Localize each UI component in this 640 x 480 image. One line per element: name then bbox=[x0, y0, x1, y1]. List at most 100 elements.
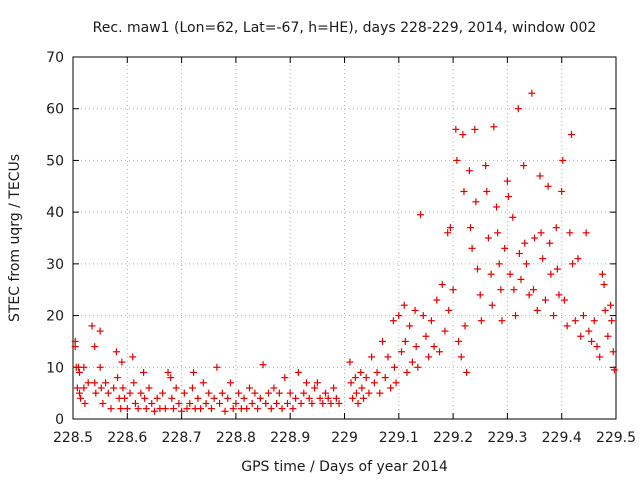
data-point bbox=[169, 405, 177, 413]
data-point bbox=[80, 384, 88, 392]
data-point bbox=[161, 405, 169, 413]
data-point bbox=[167, 374, 175, 382]
data-point bbox=[308, 399, 316, 407]
data-point bbox=[390, 363, 398, 371]
data-point bbox=[188, 384, 196, 392]
data-point bbox=[351, 374, 359, 382]
data-point bbox=[546, 239, 554, 247]
data-point bbox=[137, 389, 145, 397]
data-point bbox=[80, 363, 88, 371]
data-point bbox=[609, 348, 617, 356]
y-tick-label: 60 bbox=[46, 102, 64, 118]
data-point bbox=[205, 389, 213, 397]
data-point bbox=[330, 384, 338, 392]
data-point bbox=[283, 399, 291, 407]
data-point bbox=[235, 389, 243, 397]
data-point bbox=[403, 368, 411, 376]
x-tick-labels: 228.5 228.6 228.7 228.8 228.9 229 229.1 229.2 22… bbox=[53, 430, 636, 446]
data-point bbox=[471, 125, 479, 133]
data-point bbox=[493, 203, 501, 211]
data-point bbox=[487, 270, 495, 278]
data-point bbox=[488, 301, 496, 309]
data-point bbox=[119, 384, 127, 392]
data-point bbox=[392, 379, 400, 387]
data-point bbox=[585, 327, 593, 335]
data-point bbox=[384, 353, 392, 361]
data-point bbox=[210, 394, 218, 402]
data-point bbox=[199, 379, 207, 387]
data-point bbox=[501, 244, 509, 252]
data-point bbox=[150, 407, 158, 415]
data-point bbox=[114, 374, 122, 382]
data-point bbox=[319, 399, 327, 407]
x-tick-label: 229.5 bbox=[596, 430, 636, 446]
data-point bbox=[251, 389, 259, 397]
data-point bbox=[194, 394, 202, 402]
x-tick-label: 228.6 bbox=[107, 430, 147, 446]
data-point bbox=[77, 394, 85, 402]
data-point bbox=[172, 384, 180, 392]
data-point bbox=[387, 384, 395, 392]
data-point bbox=[92, 389, 100, 397]
data-point bbox=[126, 389, 134, 397]
data-point bbox=[574, 255, 582, 263]
data-point bbox=[577, 332, 585, 340]
data-point bbox=[590, 317, 598, 325]
data-point bbox=[118, 358, 126, 366]
data-point bbox=[168, 394, 176, 402]
data-point bbox=[498, 317, 506, 325]
data-point bbox=[178, 407, 186, 415]
data-point bbox=[202, 399, 210, 407]
data-point bbox=[506, 270, 514, 278]
x-axis-label: GPS time / Days of year 2014 bbox=[241, 459, 448, 475]
data-point bbox=[370, 379, 378, 387]
data-point bbox=[522, 260, 530, 268]
data-point bbox=[207, 405, 215, 413]
data-point bbox=[313, 379, 321, 387]
data-point bbox=[91, 343, 99, 351]
data-point bbox=[300, 389, 308, 397]
data-point bbox=[365, 389, 373, 397]
data-point bbox=[600, 281, 608, 289]
data-point bbox=[180, 389, 188, 397]
data-point bbox=[311, 384, 319, 392]
data-point bbox=[159, 389, 167, 397]
data-point bbox=[510, 286, 518, 294]
data-point bbox=[389, 317, 397, 325]
data-point bbox=[262, 399, 270, 407]
data-point bbox=[474, 265, 482, 273]
data-point bbox=[275, 389, 283, 397]
data-point bbox=[521, 239, 529, 247]
data-point bbox=[221, 407, 229, 415]
data-point bbox=[131, 399, 139, 407]
data-point bbox=[141, 394, 149, 402]
data-point bbox=[401, 337, 409, 345]
data-point bbox=[601, 306, 609, 314]
data-point bbox=[422, 332, 430, 340]
data-point bbox=[608, 317, 616, 325]
data-point bbox=[332, 394, 340, 402]
x-tick-label: 229.3 bbox=[487, 430, 527, 446]
data-point bbox=[604, 332, 612, 340]
data-point bbox=[408, 358, 416, 366]
data-point bbox=[121, 394, 129, 402]
data-point bbox=[515, 250, 523, 258]
data-point bbox=[494, 229, 502, 237]
data-point bbox=[547, 270, 555, 278]
data-point bbox=[324, 394, 332, 402]
data-point bbox=[539, 255, 547, 263]
data-point bbox=[582, 229, 590, 237]
data-points bbox=[71, 89, 618, 415]
data-point bbox=[537, 229, 545, 237]
data-point bbox=[123, 405, 131, 413]
data-point bbox=[243, 405, 251, 413]
data-point bbox=[544, 182, 552, 190]
data-point bbox=[444, 229, 452, 237]
data-point bbox=[566, 229, 574, 237]
data-point bbox=[452, 125, 460, 133]
data-point bbox=[414, 363, 422, 371]
y-tick-label: 10 bbox=[46, 360, 64, 376]
data-point bbox=[240, 394, 248, 402]
data-point bbox=[71, 343, 79, 351]
x-tick-label: 228.9 bbox=[270, 430, 310, 446]
